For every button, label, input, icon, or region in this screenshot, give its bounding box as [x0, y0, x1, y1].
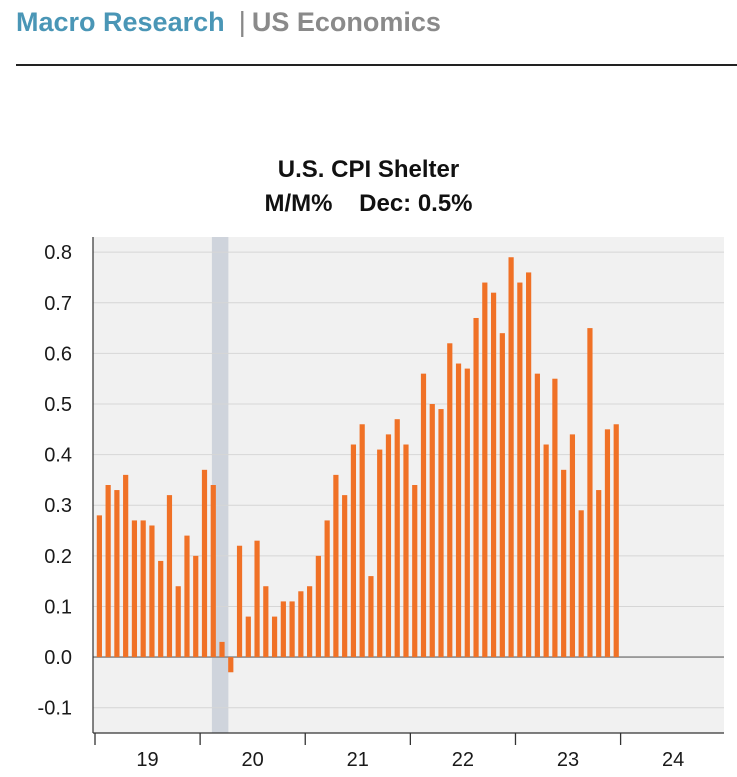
bar: [245, 616, 251, 658]
bar: [342, 495, 348, 658]
bar: [517, 282, 523, 658]
bar: [96, 515, 102, 658]
y-tick-label: -0.1: [38, 698, 72, 720]
bar: [324, 520, 330, 658]
y-tick-label: 0.7: [44, 293, 72, 315]
bar: [175, 586, 181, 658]
x-tick-label: 20: [242, 749, 264, 771]
y-tick-label: 0.3: [44, 495, 72, 517]
bar: [131, 520, 138, 658]
y-tick-label: 0.4: [44, 445, 72, 467]
bar: [596, 490, 602, 658]
bar: [499, 333, 505, 658]
bar: [333, 474, 339, 658]
section-name: US Economics: [251, 6, 441, 37]
recession-band: [211, 237, 229, 733]
bar: [561, 469, 567, 658]
bar: [114, 490, 120, 658]
y-tick-label: 0.8: [44, 242, 72, 264]
bar: [123, 474, 129, 658]
bar: [201, 469, 208, 658]
bar: [219, 641, 225, 658]
y-tick-label: 0.1: [44, 596, 72, 618]
bar: [210, 485, 216, 658]
bar: [298, 591, 304, 658]
bar: [271, 616, 278, 658]
bar: [289, 601, 295, 658]
bar: [403, 444, 409, 658]
bar: [149, 525, 155, 658]
bar: [552, 378, 558, 658]
bar: [447, 343, 453, 658]
bar: [377, 449, 383, 658]
bar: [385, 434, 392, 658]
x-tick-label: 22: [452, 749, 474, 771]
x-tick-label: 19: [136, 749, 158, 771]
bar: [368, 576, 374, 658]
bar: [254, 540, 260, 658]
y-tick-label: 0.6: [44, 343, 72, 365]
bar: [236, 545, 243, 658]
x-tick-label: 21: [347, 749, 369, 771]
bar: [394, 419, 400, 658]
bar: [315, 555, 321, 658]
bar: [534, 373, 540, 658]
bar: [193, 555, 199, 658]
bar: [350, 444, 357, 658]
bar: [307, 586, 313, 658]
bar: [280, 601, 286, 658]
bar: [578, 510, 584, 658]
x-tick-label: 24: [662, 749, 684, 771]
bar: [412, 485, 418, 658]
header-separator: |: [238, 6, 246, 37]
report-header: Macro Research | US Economics: [16, 6, 441, 38]
bar: [359, 424, 365, 658]
bar: [613, 424, 619, 658]
y-tick-label: 0.5: [44, 394, 72, 416]
bar: [184, 535, 190, 658]
header-rule: [16, 64, 737, 66]
brand-name: Macro Research: [16, 6, 225, 37]
bar: [158, 560, 164, 658]
bar: [105, 485, 111, 658]
bar: [429, 404, 435, 658]
bar: [587, 328, 593, 658]
bar: [604, 429, 611, 658]
bar: [438, 409, 444, 658]
bar: [508, 257, 514, 658]
chart-title: U.S. CPI Shelter: [277, 156, 460, 183]
bar: [420, 373, 427, 658]
bar: [526, 272, 532, 658]
bar: [569, 434, 576, 658]
bar: [166, 495, 173, 658]
bar: [490, 292, 497, 658]
bar: [455, 363, 462, 658]
bar: [140, 520, 146, 658]
bar: [482, 282, 488, 658]
x-tick-label: 23: [557, 749, 579, 771]
chart-subtitle: M/M% Dec: 0.5%: [264, 190, 473, 217]
bar: [473, 317, 479, 658]
y-tick-label: 0.0: [44, 647, 72, 669]
y-tick-label: 0.2: [44, 546, 72, 568]
bar: [263, 586, 269, 658]
bar: [464, 368, 470, 658]
bar: [228, 657, 234, 673]
bar: [543, 444, 549, 658]
